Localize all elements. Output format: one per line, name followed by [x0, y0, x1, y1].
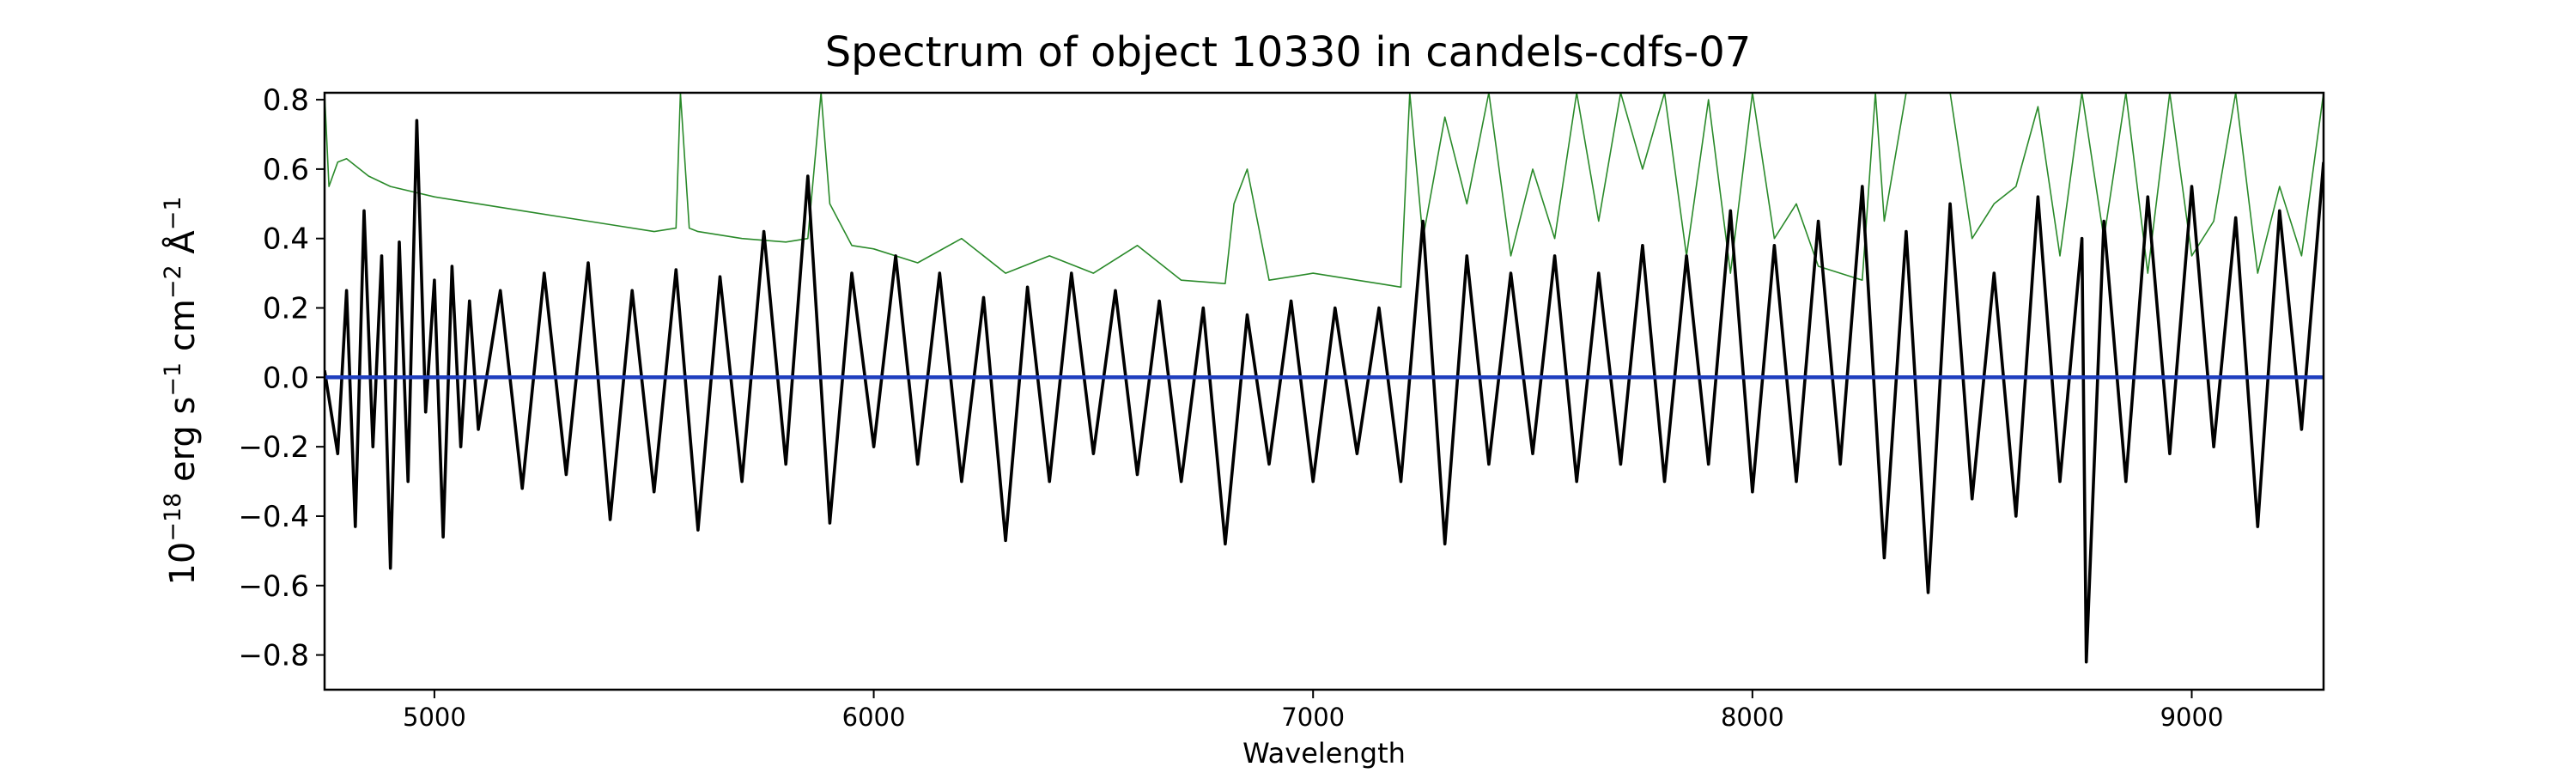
y-axis-label-angstrom: Å [161, 230, 203, 265]
y-axis-label-cm-exp: −2 [160, 265, 186, 299]
y-axis-label-exp: −18 [160, 493, 186, 542]
y-axis-label-units: erg s [163, 397, 203, 493]
y-axis-label-s-exp: −1 [160, 362, 186, 397]
plot-frame [323, 91, 2325, 691]
y-tick-label: 0.6 [263, 153, 309, 187]
y-tick-label: −0.4 [238, 500, 309, 534]
y-tick-label: 0.2 [263, 292, 309, 326]
x-tick-label: 8000 [1721, 703, 1784, 732]
plot-area [325, 93, 2324, 664]
y-tick-label: −0.8 [238, 639, 309, 673]
flux-series-line [325, 119, 2324, 664]
error-series-line [325, 93, 2324, 289]
y-tick-label: 0.4 [263, 222, 309, 257]
y-tick-label: −0.2 [238, 430, 309, 465]
y-axis-label-angstrom-exp: −1 [160, 196, 186, 230]
x-axis: 5000 6000 7000 8000 9000 [403, 690, 2223, 732]
y-tick-label: 0.0 [263, 361, 309, 395]
y-tick-label: −0.6 [238, 569, 309, 604]
y-tick-label: 0.8 [263, 83, 309, 118]
x-tick-label: 5000 [403, 703, 466, 732]
x-tick-label: 7000 [1281, 703, 1345, 732]
y-axis-label-base: 10 [163, 542, 203, 586]
y-axis-label-cm: cm [163, 299, 203, 362]
x-tick-label: 6000 [842, 703, 906, 732]
x-axis-label: Wavelength [1242, 737, 1406, 770]
x-tick-label: 9000 [2160, 703, 2224, 732]
chart-title: Spectrum of object 10330 in candels-cdfs… [825, 28, 1752, 76]
y-axis-label: 10−18 erg s−1 cm−2 Å−1 [160, 196, 203, 585]
y-axis: −0.8 −0.6 −0.4 −0.2 0.0 0.2 0.4 0.6 0.8 [238, 83, 325, 673]
